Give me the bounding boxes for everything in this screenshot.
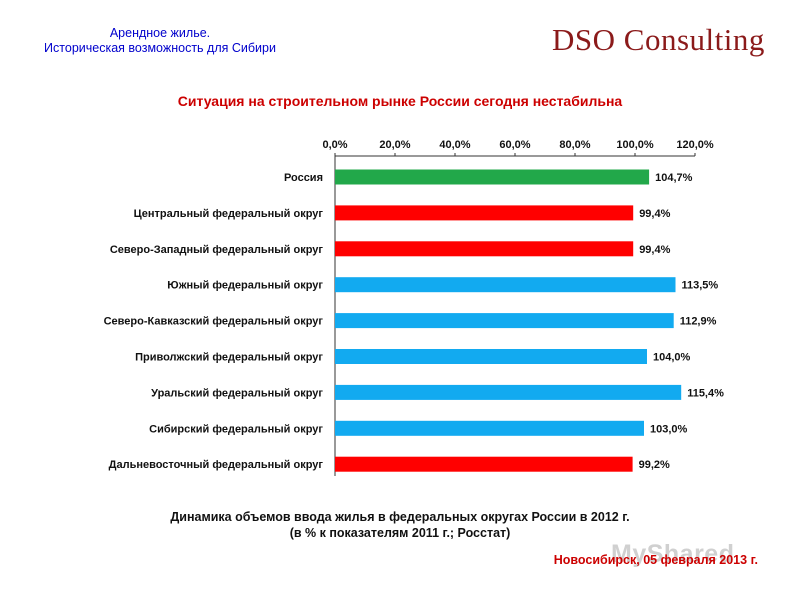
category-label: Центральный федеральный округ	[134, 208, 324, 220]
x-tick-label: 60,0%	[499, 139, 530, 151]
category-label: Уральский федеральный округ	[151, 387, 323, 399]
x-tick-label: 40,0%	[439, 139, 470, 151]
bar	[335, 456, 633, 472]
chart-caption: Динамика объемов ввода жилья в федеральн…	[0, 509, 800, 541]
presentation-header: Арендное жилье. Историческая возможность…	[0, 26, 320, 56]
caption-line-2: (в % к показателям 2011 г.; Росстат)	[289, 526, 511, 540]
bar	[335, 277, 676, 293]
value-label: 115,4%	[687, 387, 724, 399]
value-label: 113,5%	[682, 280, 719, 292]
bar	[335, 420, 644, 436]
category-label: Южный федеральный округ	[167, 280, 323, 292]
header-line-2: Историческая возможность для Сибири	[44, 41, 276, 55]
value-label: 104,0%	[653, 352, 691, 364]
dso-consulting-logo: DSO Consulting	[552, 22, 765, 57]
bar	[335, 349, 647, 364]
value-label: 104,7%	[655, 172, 693, 184]
category-label: Северо-Кавказский федеральный округ	[104, 316, 324, 328]
caption-line-1: Динамика объемов ввода жилья в федеральн…	[170, 510, 630, 524]
bar	[335, 169, 650, 185]
watermark: MyShared	[611, 540, 735, 568]
category-label: Россия	[284, 172, 323, 184]
bar	[335, 241, 634, 257]
bar	[335, 313, 674, 329]
value-label: 112,9%	[680, 316, 717, 328]
category-label: Приволжский федеральный округ	[135, 352, 323, 364]
category-label: Сибирский федеральный округ	[149, 423, 323, 435]
value-label: 99,2%	[639, 459, 670, 471]
x-tick-label: 20,0%	[379, 139, 410, 151]
bar	[335, 205, 634, 221]
bar	[335, 384, 682, 400]
header-line-1: Арендное жилье.	[109, 26, 211, 40]
x-tick-label: 100,0%	[616, 139, 654, 151]
value-label: 103,0%	[650, 423, 688, 435]
x-tick-label: 0,0%	[322, 139, 347, 151]
category-label: Дальневосточный федеральный округ	[109, 459, 324, 471]
x-tick-label: 120,0%	[676, 139, 714, 151]
slide-title: Ситуация на строительном рынке России се…	[177, 93, 623, 109]
category-label: Северо-Западный федеральный округ	[110, 244, 324, 256]
value-label: 99,4%	[639, 208, 670, 220]
value-label: 99,4%	[639, 244, 670, 256]
footer-date: Новосибирск, 05 февраля 2013 г.	[553, 553, 758, 567]
x-tick-label: 80,0%	[559, 139, 590, 151]
